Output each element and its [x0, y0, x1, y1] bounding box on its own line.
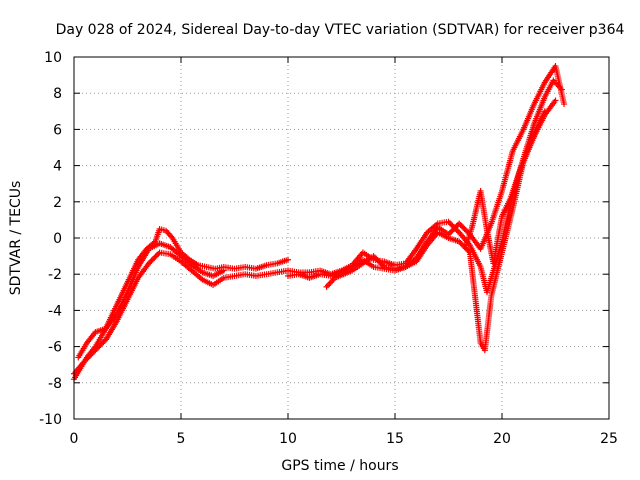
- data-point: [460, 224, 467, 231]
- data-point: [81, 358, 88, 365]
- data-point: [452, 224, 459, 231]
- data-point: [91, 348, 98, 355]
- data-point: [375, 258, 382, 265]
- y-tick-label: 4: [53, 159, 62, 175]
- data-point: [465, 248, 472, 255]
- data-point: [374, 257, 381, 264]
- data-point: [97, 341, 104, 348]
- data-point: [149, 256, 156, 263]
- data-point: [88, 351, 95, 358]
- data-point: [370, 253, 377, 260]
- y-tick-label: 10: [44, 50, 62, 66]
- x-axis-label: GPS time / hours: [281, 458, 398, 474]
- data-point: [85, 354, 92, 361]
- data-point: [450, 225, 457, 232]
- x-tick-label: 0: [70, 431, 79, 447]
- x-tick-label: 5: [177, 431, 186, 447]
- data-point: [462, 227, 469, 234]
- data-point: [457, 221, 464, 228]
- data-point: [457, 239, 464, 246]
- y-tick-label: 2: [53, 195, 62, 211]
- data-point: [377, 259, 384, 266]
- data-point: [83, 356, 90, 363]
- data-point: [456, 238, 463, 245]
- data-point: [373, 255, 380, 262]
- data-point: [378, 261, 385, 268]
- y-tick-label: 8: [53, 86, 62, 102]
- x-tick-label: 10: [279, 431, 297, 447]
- y-tick-label: -10: [39, 412, 62, 428]
- data-point: [151, 254, 158, 261]
- data-point: [453, 223, 460, 230]
- data-point: [148, 257, 155, 264]
- data-point: [147, 258, 154, 265]
- y-tick-label: -4: [48, 303, 62, 319]
- series-satellite-tracks-c: [75, 240, 227, 361]
- data-point: [220, 267, 227, 274]
- data-point: [458, 241, 465, 248]
- data-point: [87, 352, 94, 359]
- data-point: [448, 221, 455, 228]
- data-point: [458, 223, 465, 230]
- data-point: [446, 220, 453, 227]
- y-axis-label: SDTVAR / TECUs: [8, 181, 24, 296]
- data-point: [89, 349, 96, 356]
- y-tick-label: -2: [48, 267, 62, 283]
- data-point: [145, 260, 152, 267]
- data-point: [552, 97, 559, 104]
- x-tick-label: 25: [600, 431, 618, 447]
- chart-title: Day 028 of 2024, Sidereal Day-to-day VTE…: [56, 22, 625, 38]
- data-point: [449, 227, 456, 234]
- data-point: [152, 253, 159, 260]
- y-tick-label: -6: [48, 340, 62, 356]
- data-point: [155, 250, 162, 257]
- x-tick-label: 20: [493, 431, 511, 447]
- y-tick-label: -8: [48, 376, 62, 392]
- axis-ticks: 0 5 10 15 20 25 -10 -8 -6 -4 -2 0 2 4 6 8 10: [39, 50, 618, 447]
- data-point: [448, 228, 455, 235]
- data-point: [461, 225, 468, 232]
- data-point: [454, 228, 461, 235]
- data-point: [153, 252, 160, 259]
- data-point: [371, 254, 378, 261]
- data-point: [93, 345, 100, 352]
- data-point: [561, 101, 568, 108]
- data-point: [99, 340, 106, 347]
- y-tick-label: 0: [53, 231, 62, 247]
- data-point: [285, 256, 291, 263]
- series-satellite-tracks-f: [323, 97, 559, 354]
- y-tick-label: 6: [53, 122, 62, 138]
- data-point: [100, 339, 107, 346]
- data-point: [101, 337, 108, 344]
- data-series: [71, 63, 568, 383]
- data-point: [456, 220, 463, 227]
- data-point: [445, 218, 452, 225]
- data-point: [379, 262, 386, 269]
- x-tick-label: 15: [386, 431, 404, 447]
- data-point: [96, 343, 103, 350]
- data-point: [84, 355, 91, 362]
- series-satellite-tracks-g: [462, 108, 548, 267]
- data-point: [446, 230, 453, 237]
- data-point: [95, 344, 102, 351]
- data-point: [541, 108, 548, 115]
- data-point: [92, 347, 99, 354]
